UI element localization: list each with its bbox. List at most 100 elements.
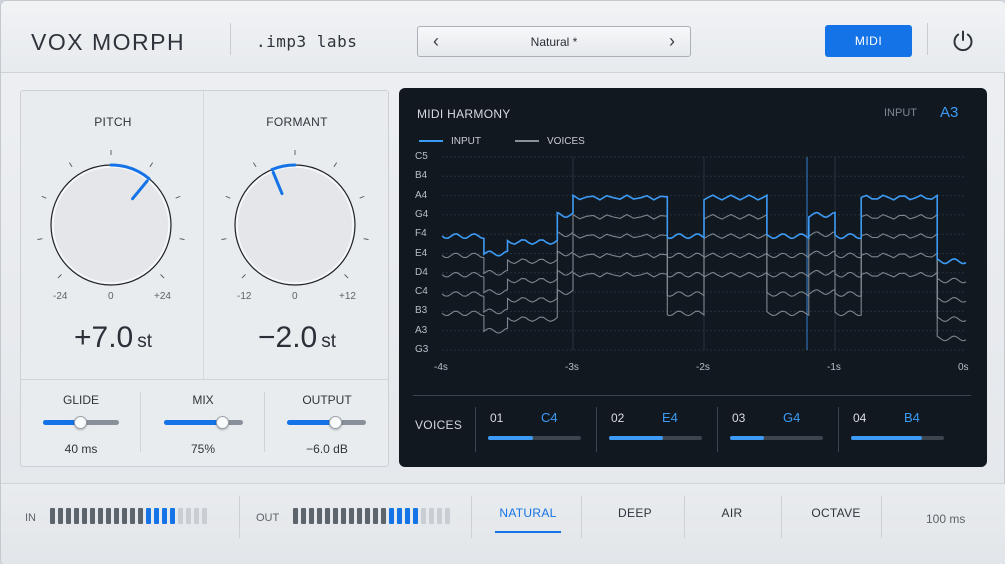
note-label: D4 <box>415 266 428 278</box>
preset-next-button[interactable]: › <box>669 31 675 51</box>
voice-slot[interactable]: 03 G4 <box>717 407 837 452</box>
voice-level-fill <box>488 436 533 440</box>
meter-segment <box>445 508 450 524</box>
pitch-plot <box>441 156 967 351</box>
midi-harmony-panel: MIDI HARMONY INPUT A3 INPUT VOICES C5 B4 A… <box>399 88 987 467</box>
formant-max-label: +12 <box>339 291 356 302</box>
voice-note[interactable]: G4 <box>783 410 801 425</box>
time-label: -4s <box>434 362 448 373</box>
output-label: OUTPUT <box>302 393 352 407</box>
formant-tick <box>363 238 369 241</box>
voice-slot[interactable]: 04 B4 <box>838 407 958 452</box>
voice-number: 03 <box>732 411 746 425</box>
header: VOX MORPH .imp3 labs ‹ Natural * › MIDI <box>1 1 1005 73</box>
meter-segment <box>373 508 378 524</box>
formant-tick <box>359 195 365 199</box>
pitch-tick <box>68 162 73 168</box>
tab-octave[interactable]: OCTAVE <box>811 506 861 520</box>
tone-panel: PITCH -24 0 +24 +7.0 st FORMANT <box>20 90 389 467</box>
tab-deep[interactable]: DEEP <box>618 506 652 520</box>
pitch-knob[interactable] <box>21 141 205 291</box>
voice-divider <box>475 407 476 452</box>
pitch-tick <box>57 274 62 279</box>
glide-thumb[interactable] <box>74 416 87 429</box>
midi-button[interactable]: MIDI <box>825 25 912 57</box>
meter-segment <box>429 508 434 524</box>
meter-segment <box>74 508 79 524</box>
meter-segment <box>333 508 338 524</box>
glide-slider[interactable] <box>43 416 119 429</box>
maker-logo: .imp3 labs <box>256 32 358 51</box>
formant-knob[interactable] <box>205 141 389 291</box>
voice-slot[interactable]: 02 E4 <box>596 407 716 452</box>
formant-tick <box>241 274 246 279</box>
pitch-tick <box>41 195 47 199</box>
footer-divider <box>684 496 685 538</box>
legend-voices-swatch <box>515 140 539 143</box>
slider-divider <box>140 392 141 452</box>
voice-note[interactable]: C4 <box>541 410 558 425</box>
output-fill <box>287 420 336 425</box>
meter-segment <box>301 508 306 524</box>
formant-tick <box>225 195 231 199</box>
power-icon[interactable] <box>951 29 975 53</box>
voice-note[interactable]: E4 <box>662 410 678 425</box>
pitch-tick <box>175 195 181 199</box>
footer-bar: IN OUT NATURAL DEEP AIR OCTAVE 100 ms <box>1 483 1005 564</box>
input-note-value: A3 <box>940 104 959 121</box>
pitch-section: PITCH -24 0 +24 +7.0 st <box>21 91 205 379</box>
glide-section: GLIDE 40 ms <box>21 380 141 466</box>
brand-logo: VOX MORPH <box>31 29 186 55</box>
formant-tick <box>252 162 257 168</box>
harmony-divider <box>413 395 971 396</box>
preset-name[interactable]: Natural * <box>530 35 578 49</box>
voice-number: 01 <box>490 411 504 425</box>
mix-value: 75% <box>190 442 216 456</box>
tab-natural[interactable]: NATURAL <box>493 506 563 533</box>
pitch-tick <box>160 274 165 279</box>
glide-fill <box>43 420 81 425</box>
note-label: F4 <box>415 228 427 240</box>
voice-level-bar[interactable] <box>730 436 823 440</box>
formant-label: FORMANT <box>266 115 328 129</box>
legend-input-label: INPUT <box>451 136 481 147</box>
output-thumb[interactable] <box>328 416 342 429</box>
tab-air[interactable]: AIR <box>721 506 743 520</box>
meter-segment <box>154 508 159 524</box>
meter-segment <box>50 508 55 524</box>
pitch-tick <box>179 238 185 241</box>
note-label: A4 <box>415 189 428 201</box>
voice-number: 04 <box>853 411 867 425</box>
voice-slot[interactable]: 01 C4 <box>475 407 595 452</box>
meter-segment <box>341 508 346 524</box>
time-label: 0s <box>958 362 969 373</box>
pitch-unit: st <box>137 331 152 352</box>
output-section: OUTPUT −6.0 dB <box>266 380 388 466</box>
formant-min-label: -12 <box>237 291 252 302</box>
output-slider[interactable] <box>287 416 366 429</box>
mix-thumb[interactable] <box>216 416 230 429</box>
voice-note[interactable]: B4 <box>904 410 920 425</box>
mix-section: MIX 75% <box>143 380 263 466</box>
knob-divider <box>203 91 204 379</box>
meter-segment <box>397 508 402 524</box>
meter-segment <box>186 508 191 524</box>
preset-selector[interactable]: ‹ Natural * › <box>417 26 691 57</box>
formant-unit: st <box>321 331 336 352</box>
preset-prev-button[interactable]: ‹ <box>433 31 439 51</box>
mix-slider[interactable] <box>164 416 243 429</box>
note-label: G4 <box>415 208 429 220</box>
voice-level-bar[interactable] <box>488 436 581 440</box>
formant-mid-label: 0 <box>292 291 298 302</box>
header-divider <box>230 23 231 55</box>
pitch-label: PITCH <box>94 115 132 129</box>
legend-input: INPUT <box>419 136 481 147</box>
meter-segment <box>66 508 71 524</box>
voice-level-fill <box>851 436 922 440</box>
pitch-max-label: +24 <box>154 291 171 302</box>
out-meter-label: OUT <box>256 512 280 524</box>
meter-segment <box>365 508 370 524</box>
voice-level-bar[interactable] <box>851 436 944 440</box>
voice-level-bar[interactable] <box>609 436 702 440</box>
meter-segment <box>170 508 175 524</box>
